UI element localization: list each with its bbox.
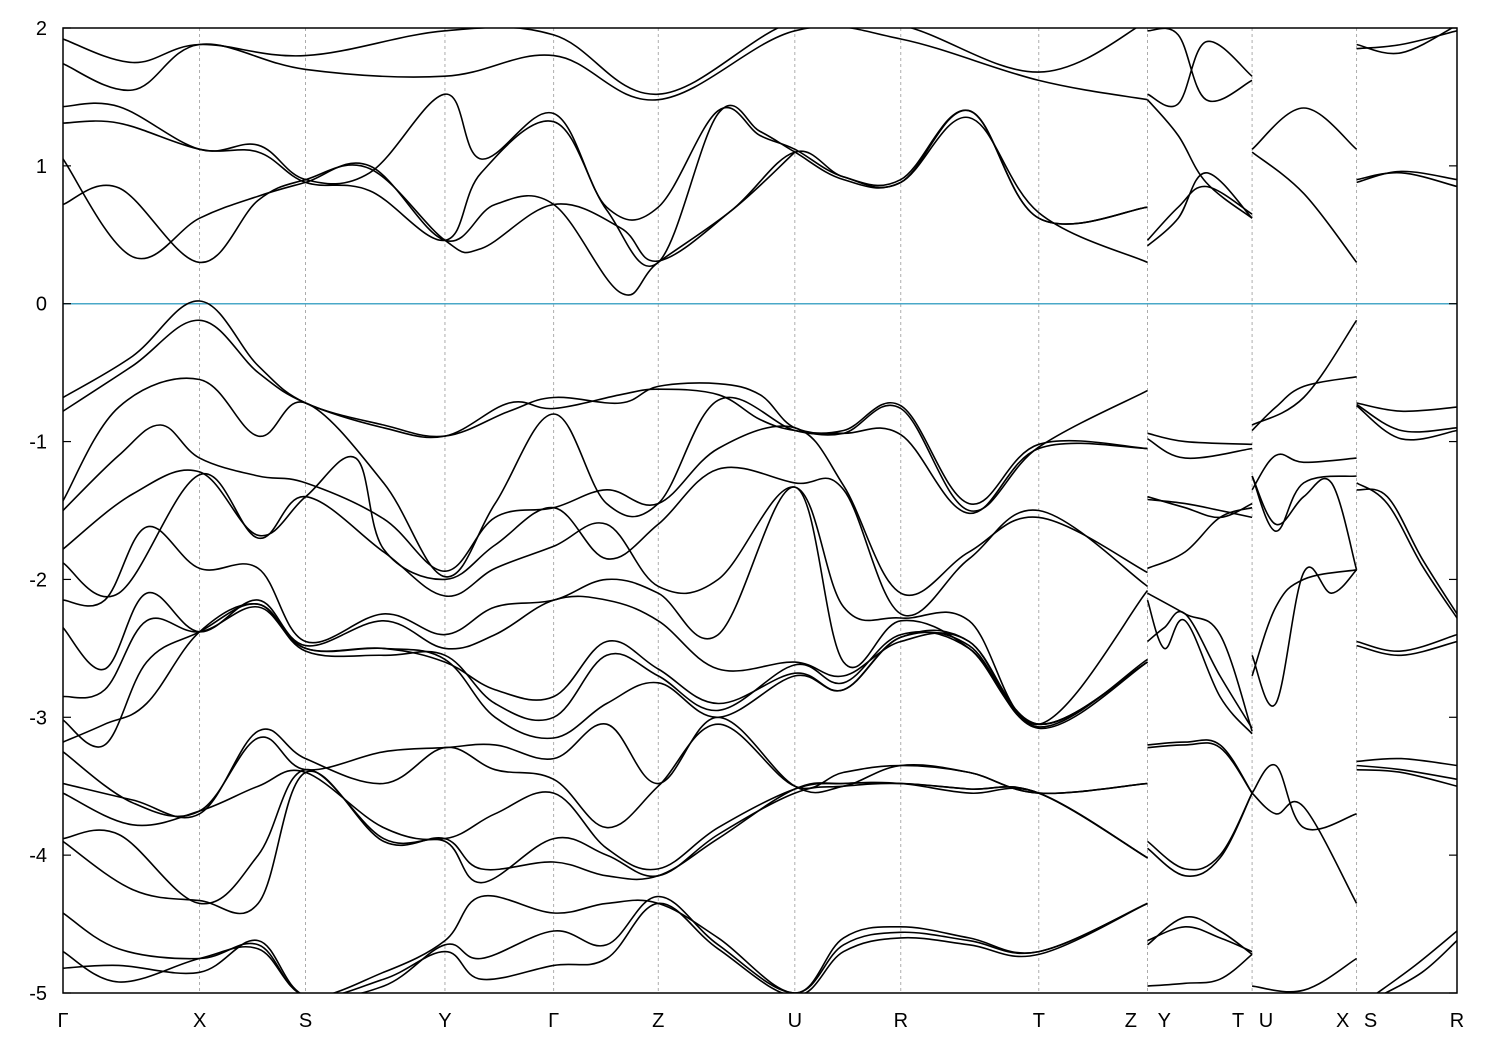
band-line-41 <box>1147 792 1253 877</box>
band-line-48 <box>1251 376 1357 432</box>
band-line-68 <box>1356 757 1457 767</box>
band-line-26 <box>1147 40 1253 108</box>
kpoint-label: U <box>1259 1010 1273 1032</box>
band-line-42 <box>1147 916 1253 956</box>
band-line-16 <box>63 602 1148 743</box>
band-line-30 <box>1147 432 1253 446</box>
band-line-51 <box>1251 475 1358 571</box>
y-tick-label: -4 <box>29 845 47 867</box>
band-line-10 <box>63 455 1148 617</box>
band-line-20 <box>63 768 1148 905</box>
kpoint-label: Y <box>1158 1010 1171 1032</box>
band-line-38 <box>1147 739 1253 794</box>
y-axis-ticks: 2 1 0 -1 -2 -3 -4 -5 <box>29 18 1457 1005</box>
band-lines <box>63 28 1457 993</box>
y-tick-label: -3 <box>29 707 47 729</box>
y-tick-label: 0 <box>36 294 47 316</box>
band-line-1 <box>63 28 1148 101</box>
kpoint-label: Y <box>438 1010 451 1032</box>
kpoint-label: Γ <box>57 1010 68 1032</box>
kpoint-gridlines <box>199 28 1358 993</box>
band-line-59 <box>1356 170 1457 184</box>
band-line-49 <box>1251 453 1357 491</box>
band-line-72 <box>1383 940 1457 993</box>
band-line-9 <box>63 424 1148 597</box>
kpoint-label: T <box>1033 1010 1045 1032</box>
band-line-29 <box>1146 185 1253 241</box>
kpoint-label: U <box>788 1010 802 1032</box>
band-line-39 <box>1147 742 1253 794</box>
band-line-7 <box>63 319 1148 512</box>
band-line-12 <box>63 486 1148 726</box>
kpoint-label: Z <box>652 1010 664 1032</box>
y-tick-label: -5 <box>29 983 47 1005</box>
kpoint-label: S <box>299 1010 312 1032</box>
plot-frame <box>62 27 1458 994</box>
band-line-25 <box>1147 28 1253 103</box>
band-line-15 <box>63 603 1148 748</box>
band-line-19 <box>63 769 1148 871</box>
kpoint-label: X <box>1336 1010 1349 1032</box>
band-line-47 <box>1251 319 1358 426</box>
band-line-62 <box>1356 403 1457 433</box>
band-line-6 <box>63 300 1148 505</box>
band-line-46 <box>1251 151 1358 263</box>
band-line-17 <box>63 716 1148 818</box>
band-line-67 <box>1356 640 1457 657</box>
band-line-70 <box>1356 768 1457 787</box>
band-line-5 <box>63 151 796 264</box>
y-tick-label: -2 <box>29 569 47 591</box>
band-line-61 <box>1356 402 1457 413</box>
band-line-28 <box>1146 171 1253 247</box>
band-line-40 <box>1147 792 1253 871</box>
band-line-53 <box>1251 569 1357 677</box>
band-line-35 <box>1147 592 1253 732</box>
band-line-71 <box>1375 930 1457 993</box>
band-line-43 <box>1147 925 1253 953</box>
band-line-37 <box>1146 599 1253 735</box>
kpoint-label: Γ <box>548 1010 559 1032</box>
band-line-2 <box>63 93 1148 225</box>
kpoint-label: X <box>193 1010 206 1032</box>
band-line-33 <box>1147 498 1253 519</box>
band-line-22 <box>63 894 1148 993</box>
band-line-45 <box>1251 107 1358 150</box>
kpoint-label: R <box>1450 1010 1464 1032</box>
y-tick-label: 2 <box>36 18 47 40</box>
y-tick-label: -1 <box>29 432 47 454</box>
band-line-36 <box>1146 610 1253 729</box>
band-line-4 <box>63 109 1148 296</box>
kpoint-label: S <box>1364 1010 1377 1032</box>
band-line-44 <box>1147 953 1253 987</box>
kpoint-label: R <box>894 1010 908 1032</box>
band-line-31 <box>1147 438 1253 460</box>
band-line-52 <box>1251 566 1358 707</box>
band-line-63 <box>1356 405 1457 441</box>
band-line-27 <box>1146 99 1253 219</box>
kpoint-label: T <box>1232 1010 1244 1032</box>
band-line-21 <box>63 770 1148 915</box>
kpoint-label: Z <box>1125 1010 1137 1032</box>
y-tick-label: 1 <box>36 156 47 178</box>
band-line-50 <box>1251 475 1357 532</box>
band-line-54 <box>1251 763 1357 831</box>
band-line-56 <box>1252 957 1358 993</box>
band-line-11 <box>63 473 1149 726</box>
band-line-3 <box>63 104 1148 267</box>
band-line-34 <box>1147 506 1253 570</box>
band-line-58 <box>1356 28 1454 55</box>
band-line-24 <box>63 902 1148 993</box>
band-line-55 <box>1251 792 1358 904</box>
band-line-8 <box>63 377 1148 578</box>
band-line-18 <box>63 723 1148 829</box>
band-line-65 <box>1356 482 1457 619</box>
band-line-69 <box>1356 764 1457 781</box>
band-line-60 <box>1356 171 1457 188</box>
band-line-23 <box>63 895 1148 993</box>
band-line-66 <box>1356 633 1457 652</box>
